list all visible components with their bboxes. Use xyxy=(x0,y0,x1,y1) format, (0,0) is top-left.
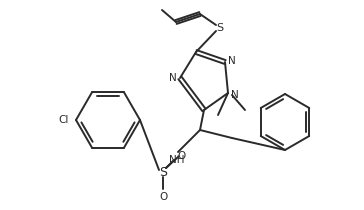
Text: O: O xyxy=(159,192,167,202)
Text: O: O xyxy=(177,151,185,161)
Text: N: N xyxy=(169,73,177,83)
Text: N: N xyxy=(231,90,239,100)
Text: S: S xyxy=(159,165,167,178)
Text: Cl: Cl xyxy=(59,115,69,125)
Text: N: N xyxy=(228,56,236,66)
Text: NH: NH xyxy=(169,155,185,165)
Text: S: S xyxy=(217,23,223,33)
